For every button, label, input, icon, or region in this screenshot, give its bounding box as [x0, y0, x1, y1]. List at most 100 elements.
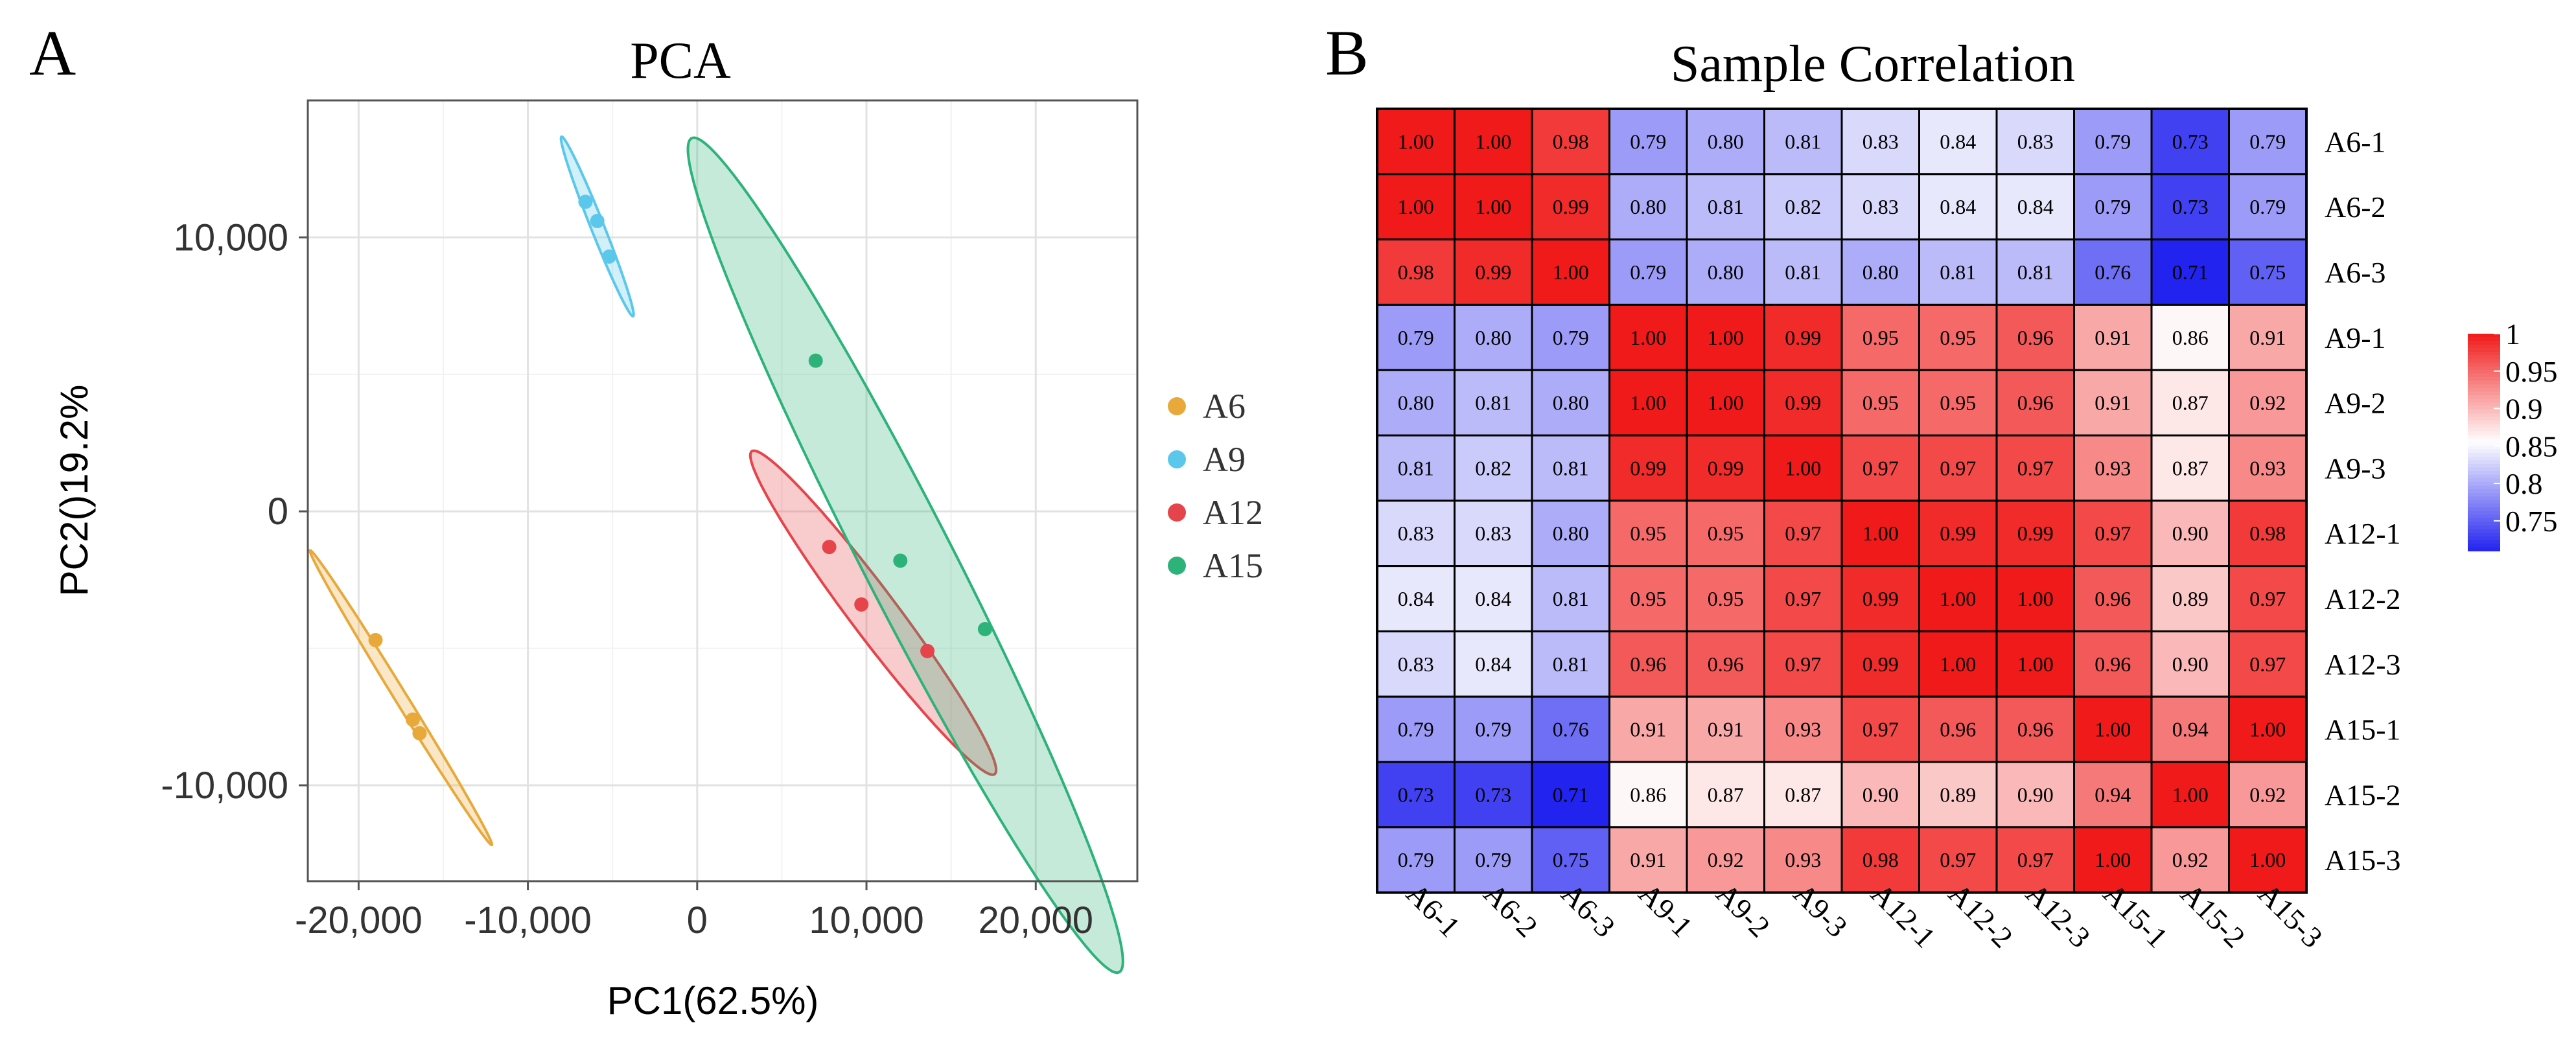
- pca-x-tick-label: 10,000: [809, 899, 923, 941]
- heatmap-cell-value: 0.99: [1553, 195, 1589, 218]
- heatmap-cell: [1454, 500, 1533, 568]
- pca-legend-marker-a9: [1168, 450, 1186, 468]
- pca-x-tick-label: -20,000: [295, 899, 423, 941]
- heatmap-cell-value: 0.84: [1475, 652, 1511, 676]
- pca-ellipse-a6: [308, 549, 494, 847]
- colorbar-segment: [2468, 413, 2500, 418]
- heatmap-cell: [2073, 826, 2153, 894]
- heatmap-cells: 1.00 1.00 0.98 0.79 0.80 0.81 0.83 0.84 0.83 0.79…: [1376, 108, 2308, 894]
- colorbar-segment: [2468, 536, 2500, 541]
- pca-point-a12: [822, 540, 837, 555]
- colorbar-segment: [2468, 446, 2500, 450]
- heatmap-row-label: A6-1: [2325, 125, 2386, 158]
- pca-y-ticks: 10,000 0 -10,000: [161, 216, 308, 807]
- heatmap-cell-value: 0.80: [1708, 260, 1744, 284]
- heatmap-cell-value: 0.96: [1708, 652, 1744, 676]
- heatmap-cell-value: 1.00: [2017, 587, 2054, 610]
- heatmap-cell: [1454, 630, 1533, 698]
- pca-y-tick-label: -10,000: [161, 765, 288, 807]
- heatmap-cell-value: 0.97: [1940, 456, 1976, 479]
- heatmap-cell-value: 0.81: [1940, 260, 1976, 284]
- heatmap-cell-value: 0.94: [2172, 718, 2209, 741]
- heatmap-cell: [1763, 761, 1843, 829]
- colorbar-segment: [2468, 533, 2500, 537]
- heatmap-cell: [1608, 695, 1688, 763]
- heatmap-cell: [1918, 695, 1998, 763]
- pca-legend-marker-a12: [1168, 503, 1186, 522]
- heatmap-cell-value: 0.98: [1553, 130, 1589, 153]
- heatmap-cell: [2073, 108, 2153, 176]
- heatmap-cell-value: 0.99: [1708, 456, 1744, 479]
- colorbar-segment: [2468, 409, 2500, 414]
- heatmap-cell-value: 1.00: [1475, 195, 1511, 218]
- colorbar-segment: [2468, 485, 2500, 490]
- colorbar-tick-label: 0.75: [2505, 505, 2558, 538]
- pca-x-axis-label: PC1(62.5%): [607, 979, 819, 1022]
- heatmap-row-label: A15-3: [2325, 844, 2401, 877]
- heatmap-cell-value: 0.86: [1630, 783, 1666, 806]
- heatmap-cell-value: 0.73: [2172, 130, 2209, 153]
- pca-y-axis-label: PC2()19.2%: [52, 385, 96, 597]
- heatmap-cell: [1454, 565, 1533, 632]
- heatmap-cell-value: 0.95: [1862, 326, 1899, 349]
- pca-legend-label: A15: [1203, 546, 1263, 585]
- heatmap-cell: [2073, 303, 2153, 371]
- heatmap-cell: [1608, 826, 1688, 894]
- heatmap-cell: [1918, 434, 1998, 502]
- colorbar-segment: [2468, 355, 2500, 360]
- heatmap-cell: [2150, 826, 2230, 894]
- heatmap-cell-value: 0.97: [2017, 456, 2054, 479]
- heatmap-cell: [1454, 108, 1533, 176]
- heatmap-row-label: A12-1: [2325, 517, 2401, 550]
- heatmap-cell-value: 0.86: [2172, 326, 2209, 349]
- heatmap-cell-value: 0.81: [1708, 195, 1744, 218]
- colorbar-segment: [2468, 471, 2500, 476]
- heatmap-cell: [2073, 238, 2153, 306]
- heatmap-cell-value: 0.75: [1553, 848, 1589, 871]
- heatmap-cell-value: 0.80: [1708, 130, 1744, 153]
- heatmap-cell-value: 0.91: [2094, 326, 2131, 349]
- heatmap-cell: [2073, 500, 2153, 568]
- colorbar-segment: [2468, 380, 2500, 386]
- colorbar-segment: [2468, 435, 2500, 439]
- heatmap-cell-value: 0.91: [1630, 848, 1666, 871]
- colorbar-tick-label: 1: [2505, 317, 2520, 351]
- pca-legend-label: A9: [1203, 440, 1246, 479]
- heatmap-cell-value: 0.91: [1708, 718, 1744, 741]
- pca-point-a9: [590, 214, 605, 229]
- heatmap-cell-value: 0.97: [1862, 456, 1899, 479]
- heatmap-cell: [1840, 238, 1920, 306]
- pca-point-a15: [808, 353, 823, 368]
- heatmap-cell-value: 0.99: [2017, 522, 2054, 545]
- heatmap-cell: [1608, 369, 1688, 437]
- heatmap-cell-value: 0.80: [1630, 195, 1666, 218]
- heatmap-cell-value: 0.99: [1940, 522, 1976, 545]
- heatmap-cell-value: 0.89: [1940, 783, 1976, 806]
- heatmap-cell: [1376, 434, 1456, 502]
- heatmap-cell-value: 0.99: [1785, 326, 1821, 349]
- heatmap-cell-value: 0.98: [1862, 848, 1899, 871]
- heatmap-cell-value: 0.80: [1475, 326, 1511, 349]
- heatmap-cell: [1686, 303, 1765, 371]
- heatmap-cell-value: 0.79: [1553, 326, 1589, 349]
- heatmap-cell-value: 0.92: [1708, 848, 1744, 871]
- pca-legend-label: A6: [1203, 387, 1246, 426]
- heatmap-cell-value: 0.79: [1475, 718, 1511, 741]
- heatmap-cell: [1995, 303, 2075, 371]
- heatmap-cell: [1531, 238, 1610, 306]
- heatmap-cell: [1531, 630, 1610, 698]
- heatmap-cell-value: 0.97: [2094, 522, 2131, 545]
- heatmap-cell-value: 0.84: [1398, 587, 1434, 610]
- heatmap-cell-value: 0.87: [2172, 391, 2209, 415]
- heatmap-cell-value: 0.92: [2172, 848, 2209, 871]
- colorbar-segment: [2468, 507, 2500, 512]
- heatmap-cell-value: 0.79: [2249, 195, 2286, 218]
- heatmap-cell-value: 0.81: [1553, 456, 1589, 479]
- pca-x-ticks: -20,000 -10,000 0 10,000 20,000: [295, 881, 1093, 941]
- heatmap-cell: [1686, 500, 1765, 568]
- colorbar-segment: [2468, 398, 2500, 404]
- colorbar-tick-label: 0.8: [2505, 467, 2543, 500]
- colorbar-segment: [2468, 366, 2500, 371]
- heatmap-cell: [2228, 238, 2308, 306]
- heatmap-cell-value: 0.79: [1398, 718, 1434, 741]
